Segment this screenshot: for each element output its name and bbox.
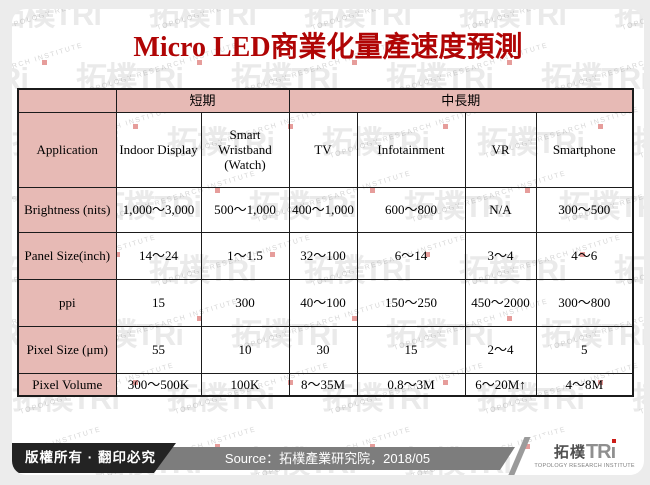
footer-diagonal-stripe <box>507 437 531 475</box>
data-cell: 14～24 <box>115 231 202 280</box>
table-row: ppi 15 300 40～100 150～250 450～2000 300～800 <box>17 278 634 327</box>
data-cell: 30 <box>288 325 358 374</box>
table-row: Brightness (nits) 1,000～3,000 500～1,000 400… <box>17 186 634 233</box>
data-cell: 15 <box>356 325 466 374</box>
table-row: Pixel Volume 300～500K 100K 8～35M 0.8～3M 6～20M… <box>17 372 634 397</box>
page-title: Micro LED商業化量產速度預測 <box>133 32 523 63</box>
data-cell: 300 <box>200 278 290 327</box>
data-cell: 8～35M <box>288 372 358 397</box>
data-cell: 450～2000 <box>464 278 537 327</box>
row-label: Pixel Size (μm) <box>17 325 117 374</box>
data-cell: 600～800 <box>356 186 466 233</box>
group-header-cell: 中長期 <box>288 88 634 113</box>
data-cell: 5 <box>535 325 634 374</box>
group-header-cell <box>17 88 117 113</box>
table-row: Pixel Size (μm) 55 10 30 15 2～4 5 <box>17 325 634 374</box>
data-cell: 300～500K <box>115 372 202 397</box>
row-label: Panel Size(inch) <box>17 231 117 280</box>
column-header-cell: Smartphone <box>535 111 634 188</box>
data-cell: 55 <box>115 325 202 374</box>
copyright-text: 版權所有 · 翻印必究 <box>25 450 156 465</box>
table-row: Panel Size(inch) 14～24 1～1.5 32～100 6～14 3～4 4… <box>17 231 634 280</box>
column-header-row: Application Indoor Display Smart Wristband… <box>17 111 634 188</box>
row-label: Brightness (nits) <box>17 186 117 233</box>
group-header-row: 短期 中長期 <box>17 88 634 113</box>
logo-panel: 拓樸 TR ı TOPOLOGY RESEARCH INSTITUTE <box>526 435 644 475</box>
data-cell: 500～1,000 <box>200 186 290 233</box>
data-cell: 4～6 <box>535 231 634 280</box>
data-cell: 100K <box>200 372 290 397</box>
source-bar: Source：拓樸產業研究院，2018/05 <box>82 447 515 470</box>
logo-subtitle: TOPOLOGY RESEARCH INSTITUTE <box>534 463 636 469</box>
forecast-table: 短期 中長期 Application Indoor Display Smart Wris… <box>17 88 634 397</box>
data-cell: 32～100 <box>288 231 358 280</box>
tri-logo: 拓樸 TR ı <box>553 438 617 463</box>
data-cell: 4～8M <box>535 372 634 397</box>
logo-i-with-red-dot-icon: ı <box>610 438 617 463</box>
column-header-cell: Smart Wristband (Watch) <box>200 111 290 188</box>
data-cell: 1～1.5 <box>200 231 290 280</box>
column-header-cell: TV <box>288 111 358 188</box>
source-text: Source：拓樸產業研究院，2018/05 <box>224 451 431 466</box>
column-header-cell: Indoor Display <box>115 111 202 188</box>
data-cell: N/A <box>464 186 537 233</box>
row-label: ppi <box>17 278 117 327</box>
data-cell: 10 <box>200 325 290 374</box>
data-cell: 6～20M↑ <box>464 372 537 397</box>
row-label: Pixel Volume <box>17 372 117 397</box>
data-cell: 2～4 <box>464 325 537 374</box>
logo-latin-text: TR <box>585 440 612 463</box>
data-cell: 40～100 <box>288 278 358 327</box>
data-cell: 300～500 <box>535 186 634 233</box>
data-cell: 6～14 <box>356 231 466 280</box>
data-cell: 150～250 <box>356 278 466 327</box>
data-cell: 3～4 <box>464 231 537 280</box>
data-cell: 1,000～3,000 <box>115 186 202 233</box>
data-cell: 0.8～3M <box>356 372 466 397</box>
row-label-header: Application <box>17 111 117 188</box>
copyright-bar: 版權所有 · 翻印必究 <box>12 443 176 473</box>
data-cell: 15 <box>115 278 202 327</box>
data-cell: 400～1,000 <box>288 186 358 233</box>
data-cell: 300～800 <box>535 278 634 327</box>
column-header-cell: VR <box>464 111 537 188</box>
logo-cjk-text: 拓樸 <box>553 444 586 461</box>
group-header-cell: 短期 <box>115 88 290 113</box>
column-header-cell: Infotainment <box>356 111 466 188</box>
